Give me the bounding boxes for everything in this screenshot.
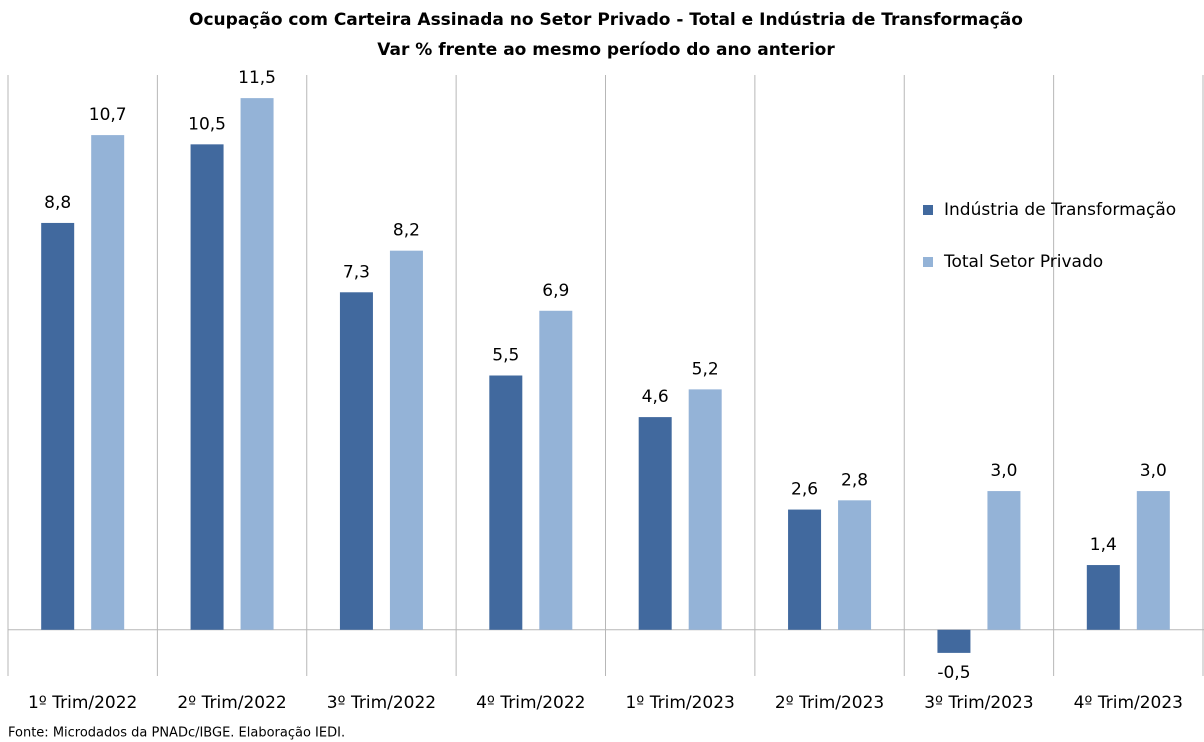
bar bbox=[41, 222, 75, 630]
x-tick-label: 1º Trim/2023 bbox=[625, 693, 734, 713]
legend-label: Total Setor Privado bbox=[943, 252, 1103, 272]
x-tick-label: 4º Trim/2022 bbox=[476, 693, 585, 713]
bar bbox=[1136, 491, 1170, 630]
bar bbox=[339, 292, 373, 630]
bar bbox=[389, 250, 423, 630]
value-label: 2,8 bbox=[841, 470, 868, 490]
value-label: 6,9 bbox=[542, 281, 569, 301]
bar bbox=[937, 629, 971, 653]
bar bbox=[987, 491, 1021, 630]
value-label: 3,0 bbox=[990, 461, 1017, 481]
bar bbox=[838, 500, 872, 630]
legend-swatch bbox=[923, 257, 933, 267]
chart-subtitle: Var % frente ao mesmo período do ano ant… bbox=[377, 40, 835, 60]
x-tick-label: 2º Trim/2022 bbox=[177, 693, 286, 713]
x-tick-label: 3º Trim/2023 bbox=[924, 693, 1033, 713]
value-label: 3,0 bbox=[1140, 461, 1167, 481]
bar bbox=[539, 310, 573, 630]
bar bbox=[91, 135, 125, 630]
bar bbox=[489, 375, 523, 630]
bar bbox=[638, 417, 672, 630]
source-note: Fonte: Microdados da PNADc/IBGE. Elabora… bbox=[8, 726, 345, 741]
value-label: 2,6 bbox=[791, 480, 818, 500]
x-tick-label: 2º Trim/2023 bbox=[775, 693, 884, 713]
bar bbox=[688, 389, 722, 630]
value-label: 4,6 bbox=[642, 387, 669, 407]
value-label: 11,5 bbox=[238, 68, 276, 88]
value-label: 10,7 bbox=[89, 105, 127, 125]
value-label: 8,8 bbox=[44, 193, 71, 213]
bar bbox=[788, 509, 822, 630]
value-label: 8,2 bbox=[393, 221, 420, 241]
value-label: 1,4 bbox=[1090, 535, 1117, 555]
legend-swatch bbox=[923, 205, 933, 215]
value-label: 5,2 bbox=[692, 359, 719, 379]
x-tick-label: 4º Trim/2023 bbox=[1074, 693, 1183, 713]
x-tick-label: 1º Trim/2022 bbox=[28, 693, 137, 713]
value-label: 10,5 bbox=[188, 114, 226, 134]
bar bbox=[1086, 565, 1120, 630]
x-tick-label: 3º Trim/2022 bbox=[327, 693, 436, 713]
bar bbox=[240, 98, 274, 630]
bar bbox=[190, 144, 224, 630]
chart-title: Ocupação com Carteira Assinada no Setor … bbox=[189, 10, 1023, 30]
value-label: 5,5 bbox=[492, 346, 519, 366]
value-label: 7,3 bbox=[343, 262, 370, 282]
legend-label: Indústria de Transformação bbox=[944, 200, 1176, 220]
value-label: -0,5 bbox=[937, 663, 970, 683]
